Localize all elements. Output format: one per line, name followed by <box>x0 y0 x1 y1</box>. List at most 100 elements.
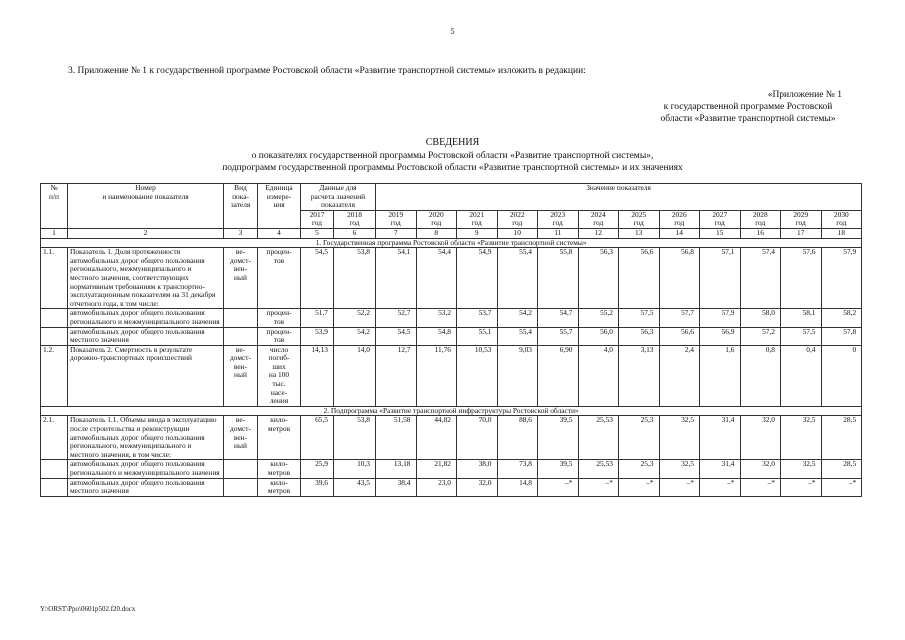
row-number: 1.2. <box>40 344 68 407</box>
value: 39,5 <box>537 459 579 479</box>
value: 53,2 <box>415 308 457 328</box>
value: 55,8 <box>537 247 579 310</box>
year-header: 2027 год <box>699 209 741 229</box>
value: 53,7 <box>456 308 498 328</box>
unit: процен- тов <box>257 308 301 328</box>
year-header: 2019 год <box>375 209 417 229</box>
intro: 3. Приложение № 1 к государственной прог… <box>68 66 586 76</box>
year-header: 2025 год <box>618 209 660 229</box>
value: 32,0 <box>456 477 498 497</box>
value: 65,5 <box>300 415 334 461</box>
unit: число погиб- ших на 100 тыс. насе- ления <box>257 344 301 407</box>
indicator-kind: ве- домст- вен- ный <box>223 247 258 310</box>
value: 58,0 <box>739 308 781 328</box>
table-row: 1.1. Показатель 1. Доля протяженности авт… <box>40 247 863 310</box>
row-number: 1.1. <box>40 247 68 310</box>
unit: кило- метров <box>257 459 301 479</box>
unit: кило- метров <box>257 477 301 497</box>
column-number: 1 <box>40 227 68 239</box>
value: 52,2 <box>333 308 376 328</box>
row-number <box>40 459 68 479</box>
value: 2,4 <box>658 344 700 407</box>
value: 57,2 <box>739 326 781 346</box>
value: 31,4 <box>699 415 741 461</box>
year-header: 2021 год <box>456 209 498 229</box>
value: 53,9 <box>300 326 334 346</box>
year-header: 2024 год <box>577 209 619 229</box>
value: 12,7 <box>375 344 417 407</box>
year-header: 2020 год <box>415 209 457 229</box>
column-number: 17 <box>780 227 822 239</box>
subtitle-line: о показателях государственной программы … <box>251 151 654 161</box>
value: 54,7 <box>537 308 579 328</box>
table-row: 1 2 3 4 5 6 7 8 9 10 11 12 13 14 15 16 17 18 <box>40 227 863 239</box>
value: 58,1 <box>780 308 822 328</box>
value: 56,8 <box>658 247 700 310</box>
column-number: 6 <box>333 227 376 239</box>
value: 56,3 <box>618 326 660 346</box>
value: 32,5 <box>780 415 822 461</box>
appendix-line: области «Развитие транспортной системы» <box>660 114 836 124</box>
value: 54,8 <box>415 326 457 346</box>
indicator-name: автомобильных дорог общего пользования м… <box>67 326 224 346</box>
value: 10,53 <box>456 344 498 407</box>
value: 3,13 <box>618 344 660 407</box>
value: 57,8 <box>820 326 863 346</box>
value: –* <box>618 477 660 497</box>
indicator-name: автомобильных дорог общего пользования р… <box>67 308 224 328</box>
value: 1,6 <box>699 344 741 407</box>
row-number <box>40 308 68 328</box>
value: 88,6 <box>496 415 538 461</box>
value: 57,5 <box>780 326 822 346</box>
value: 0,8 <box>739 344 781 407</box>
indicator-kind: ве- домст- вен- ный <box>223 344 258 407</box>
indicator-name: Показатель 2. Смертность в результате до… <box>67 344 224 407</box>
subtitle: о показателях государственной программы … <box>0 150 905 174</box>
header-cell: Единица измере- ния <box>257 183 301 229</box>
indicator-kind: ве- домст- вен- ный <box>223 415 258 461</box>
value: 70,0 <box>456 415 498 461</box>
section-heading: 1. Государственная программа Ростовской … <box>39 237 863 249</box>
table-row: 2. Подпрограмма «Развитие транспортной и… <box>39 405 863 417</box>
value: 54,2 <box>496 308 538 328</box>
year-header: 2022 год <box>496 209 538 229</box>
page-number: 5 <box>450 27 455 36</box>
subtitle-line: подпрограмм государственной программы Ро… <box>222 163 683 173</box>
year-header: 2029 год <box>780 209 822 229</box>
row-number <box>40 326 68 346</box>
value: 55,4 <box>496 326 538 346</box>
indicator-kind <box>223 459 258 479</box>
column-number: 18 <box>820 227 863 239</box>
column-number: 4 <box>257 227 301 239</box>
table-row: автомобильных дорог общего пользования р… <box>40 459 863 479</box>
value: 56,0 <box>577 326 619 346</box>
value: 53,8 <box>333 247 376 310</box>
value: 28,5 <box>820 459 863 479</box>
title: СВЕДЕНИЯ <box>425 137 480 148</box>
value: 25,53 <box>577 459 619 479</box>
appendix-line: «Приложение № 1 <box>767 90 842 100</box>
indicator-name: Показатель 1.1. Объемы ввода в эксплуата… <box>67 415 224 461</box>
value: –* <box>537 477 579 497</box>
value: 4,0 <box>577 344 619 407</box>
value: 55,2 <box>577 308 619 328</box>
value: 56,6 <box>658 326 700 346</box>
indicator-name: Показатель 1. Доля протяженности автомоб… <box>67 247 224 310</box>
value: 43,5 <box>333 477 376 497</box>
value: 55,1 <box>456 326 498 346</box>
value: 54,4 <box>415 247 457 310</box>
value: 11,76 <box>415 344 457 407</box>
unit: кило- метров <box>257 415 301 461</box>
header-cell: Значение показателя <box>374 183 863 211</box>
section-heading: 2. Подпрограмма «Развитие транспортной и… <box>39 405 863 417</box>
value: 25,53 <box>577 415 619 461</box>
value: 28,5 <box>820 415 863 461</box>
value: 54,2 <box>333 326 376 346</box>
value: 10,3 <box>333 459 376 479</box>
table-row: 2.1. Показатель 1.1. Объемы ввода в экспл… <box>40 415 863 461</box>
value: 0,4 <box>780 344 822 407</box>
value: 14,13 <box>300 344 334 407</box>
table-row: 2017 год 2018 год 2019 год 2020 год 2021 год… <box>41 209 863 229</box>
